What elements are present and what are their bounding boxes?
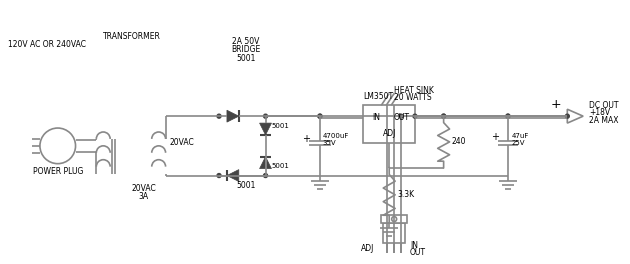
Text: +18V: +18V (589, 108, 610, 117)
Text: +: + (302, 134, 310, 144)
Circle shape (318, 114, 322, 118)
Circle shape (442, 114, 445, 118)
Text: LM350T: LM350T (364, 92, 394, 101)
FancyBboxPatch shape (381, 215, 407, 223)
Text: OUT: OUT (410, 248, 426, 257)
Circle shape (217, 114, 221, 118)
Text: +: + (491, 132, 499, 142)
Text: 5001: 5001 (272, 123, 289, 129)
Text: TRANSFORMER: TRANSFORMER (103, 31, 161, 40)
Text: 47uF: 47uF (512, 133, 529, 139)
Text: 35V: 35V (323, 140, 336, 146)
Text: 20VAC: 20VAC (132, 184, 156, 193)
Text: ADJ: ADJ (382, 129, 396, 138)
Text: IN: IN (410, 241, 418, 250)
FancyBboxPatch shape (383, 223, 405, 243)
Text: ADJ: ADJ (361, 244, 374, 253)
Circle shape (263, 114, 268, 118)
Text: IN: IN (372, 113, 381, 122)
Text: 25V: 25V (512, 140, 525, 146)
Circle shape (413, 114, 417, 118)
Text: 2A MAX: 2A MAX (589, 116, 619, 125)
Text: 2A 50V: 2A 50V (232, 37, 260, 46)
Text: DC OUT: DC OUT (589, 101, 619, 110)
Circle shape (399, 114, 403, 118)
Circle shape (506, 114, 510, 118)
Text: POWER PLUG: POWER PLUG (33, 167, 83, 176)
Text: +: + (550, 98, 561, 111)
Text: 20 WATTS: 20 WATTS (394, 93, 432, 102)
Circle shape (263, 173, 268, 177)
Text: 4700uF: 4700uF (323, 133, 349, 139)
Polygon shape (260, 123, 272, 135)
Circle shape (565, 114, 570, 118)
Text: 5001: 5001 (236, 181, 255, 190)
Circle shape (442, 114, 445, 118)
Polygon shape (227, 169, 239, 181)
Polygon shape (227, 110, 239, 122)
Text: 5001: 5001 (236, 54, 255, 63)
Text: HEAT SINK: HEAT SINK (394, 86, 434, 95)
Text: 5001: 5001 (272, 163, 289, 169)
Text: BRIDGE: BRIDGE (231, 45, 260, 54)
FancyBboxPatch shape (364, 105, 415, 143)
Text: 240: 240 (452, 137, 466, 147)
Polygon shape (260, 157, 272, 169)
Text: 3A: 3A (139, 192, 149, 201)
Text: 3.3K: 3.3K (397, 190, 415, 199)
Circle shape (318, 114, 322, 118)
Circle shape (217, 173, 221, 177)
Circle shape (506, 114, 510, 118)
Text: 120V AC OR 240VAC: 120V AC OR 240VAC (8, 40, 86, 49)
Text: 20VAC: 20VAC (169, 138, 194, 147)
Text: OUT: OUT (394, 113, 410, 122)
